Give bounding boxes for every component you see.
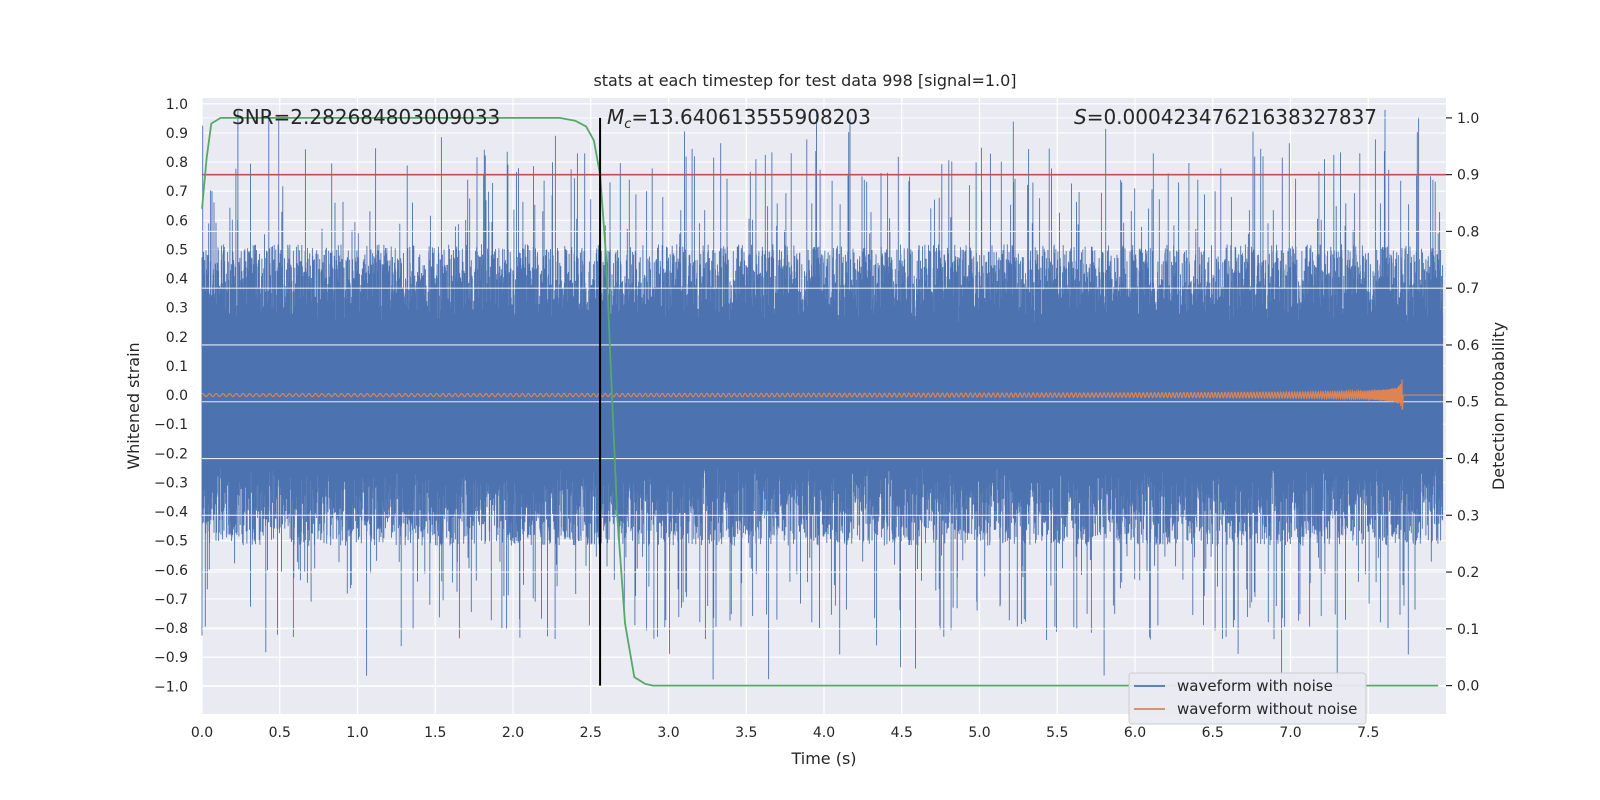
x-tick-label: 5.0 — [968, 725, 990, 741]
y-tick-label: 0.7 — [166, 184, 188, 200]
x-axis-label: Time (s) — [790, 749, 856, 768]
y2-tick-label: 0.3 — [1457, 508, 1479, 524]
y-tick-label: −0.4 — [154, 505, 188, 521]
y2-tick-label: 0.9 — [1457, 168, 1479, 184]
x-tick-label: 4.5 — [891, 725, 913, 741]
y-tick-label: −0.5 — [154, 534, 188, 550]
x-tick-label: 4.0 — [813, 725, 835, 741]
y-tick-label: −0.3 — [154, 475, 188, 491]
x-tick-label: 6.0 — [1124, 725, 1146, 741]
chart-title: stats at each timestep for test data 998… — [593, 71, 1016, 90]
x-tick-label: 2.5 — [580, 725, 602, 741]
x-tick-label: 6.5 — [1202, 725, 1224, 741]
y-tick-label: −0.1 — [154, 417, 188, 433]
s-symbol: S — [1074, 105, 1087, 129]
y2-tick-label: 1.0 — [1457, 111, 1479, 127]
legend-label-clean: waveform without noise — [1177, 700, 1357, 718]
y2-tick-label: 0.6 — [1457, 338, 1479, 354]
chirp-mass-value: =13.640613555908203 — [631, 105, 870, 129]
y-tick-label: −0.8 — [154, 621, 188, 637]
y-tick-label: 1.0 — [166, 97, 188, 113]
y2-tick-label: 0.5 — [1457, 395, 1479, 411]
chirp-mass-symbol: M — [607, 105, 624, 129]
y2-tick-label: 0.2 — [1457, 565, 1479, 581]
y2-tick-label: 0.8 — [1457, 224, 1479, 240]
y-tick-label: 0.9 — [166, 126, 188, 142]
y-tick-label: 0.5 — [166, 242, 188, 258]
y-tick-label: 0.3 — [166, 301, 188, 317]
y-tick-label: 0.4 — [166, 272, 188, 288]
x-tick-label: 3.0 — [657, 725, 679, 741]
x-tick-label: 7.5 — [1357, 725, 1379, 741]
x-tick-label: 3.5 — [735, 725, 757, 741]
y-tick-label: 0.0 — [166, 388, 188, 404]
y-tick-label: −1.0 — [154, 679, 188, 695]
y2-tick-label: 0.7 — [1457, 281, 1479, 297]
chirp-mass-subscript: c — [624, 117, 631, 132]
y-axis-label: Whitened strain — [124, 342, 143, 469]
x-tick-label: 1.0 — [346, 725, 368, 741]
x-tick-label: 7.0 — [1279, 725, 1301, 741]
y2-tick-label: 0.0 — [1457, 679, 1479, 695]
y2-tick-label: 0.4 — [1457, 452, 1479, 468]
y-tick-label: −0.2 — [154, 446, 188, 462]
legend-box — [1128, 672, 1367, 725]
y-tick-label: −0.9 — [154, 650, 188, 666]
y-tick-label: 0.8 — [166, 155, 188, 171]
snr-annotation: SNR=2.282684803009033 — [232, 105, 500, 129]
y2-axis-label: Detection probability — [1489, 322, 1508, 490]
clean-waveform-series — [201, 379, 1443, 410]
x-tick-label: 0.0 — [191, 725, 213, 741]
s-value: =0.00042347621638327837 — [1087, 105, 1377, 129]
y-tick-label: 0.6 — [166, 213, 188, 229]
x-tick-label: 2.0 — [502, 725, 524, 741]
x-tick-label: 5.5 — [1046, 725, 1068, 741]
y-tick-label: −0.7 — [154, 592, 188, 608]
chirp-mass-annotation: Mc=13.640613555908203 — [607, 105, 871, 132]
x-tick-label: 1.5 — [424, 725, 446, 741]
x-tick-label: 0.5 — [269, 725, 291, 741]
y-tick-label: 0.1 — [166, 359, 188, 375]
snr-s-annotation: S=0.00042347621638327837 — [1074, 105, 1377, 129]
y-tick-label: 0.2 — [166, 330, 188, 346]
legend-label-noisy: waveform with noise — [1177, 677, 1333, 695]
x-axis-ticks: 0.0 0.5 1.0 1.5 2.0 2.5 3.0 3.5 4.0 4.5 5.0 5.5 6.0 6… — [191, 725, 1380, 741]
y2-tick-label: 0.1 — [1457, 622, 1479, 638]
y-axis-ticks: 1.0 0.9 0.8 0.7 0.6 0.5 0.4 0.3 0.2 0.1 0.0 −0.1 −0.… — [154, 97, 188, 696]
y2-axis-ticks: 1.0 0.9 0.8 0.7 0.6 0.5 0.4 0.3 0.2 0.1 0.0 — [1446, 111, 1479, 695]
clean-waveform-trace — [201, 379, 1443, 410]
legend: waveform with noise waveform without noi… — [1128, 672, 1367, 725]
y-tick-label: −0.6 — [154, 563, 188, 579]
